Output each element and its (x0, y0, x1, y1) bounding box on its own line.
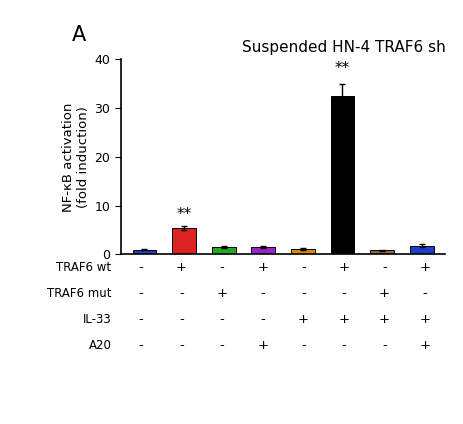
Text: +: + (257, 340, 268, 352)
Text: A: A (72, 25, 86, 45)
Bar (330, 96, 354, 254)
Bar (409, 245, 432, 254)
Text: -: - (260, 287, 264, 300)
Bar (211, 247, 235, 254)
Bar (132, 249, 156, 254)
Text: -: - (219, 261, 224, 273)
Text: +: + (297, 313, 308, 326)
Text: +: + (338, 313, 349, 326)
Text: -: - (179, 340, 183, 352)
Text: -: - (422, 287, 426, 300)
Bar (369, 251, 393, 254)
Text: TRAF6 mut: TRAF6 mut (47, 287, 111, 300)
Bar (172, 228, 195, 254)
Bar (290, 248, 314, 254)
Text: +: + (257, 261, 268, 273)
Text: Suspended HN-4 TRAF6 sh: Suspended HN-4 TRAF6 sh (241, 40, 444, 56)
Text: +: + (419, 313, 430, 326)
Text: -: - (179, 287, 183, 300)
Text: +: + (419, 261, 430, 273)
Text: +: + (419, 340, 430, 352)
Bar (251, 247, 275, 254)
Text: **: ** (176, 207, 191, 222)
Text: -: - (138, 340, 143, 352)
Text: -: - (300, 340, 305, 352)
Text: -: - (138, 313, 143, 326)
Text: A20: A20 (88, 340, 111, 352)
Text: -: - (300, 287, 305, 300)
Text: -: - (382, 261, 386, 273)
Text: -: - (341, 287, 345, 300)
Text: +: + (378, 287, 389, 300)
Text: **: ** (334, 61, 349, 76)
Text: -: - (219, 340, 224, 352)
Text: -: - (138, 287, 143, 300)
Text: -: - (260, 313, 264, 326)
Text: -: - (179, 313, 183, 326)
Text: -: - (219, 313, 224, 326)
Text: -: - (382, 340, 386, 352)
Text: -: - (138, 261, 143, 273)
Text: +: + (378, 313, 389, 326)
Text: IL-33: IL-33 (82, 313, 111, 326)
Text: TRAF6 wt: TRAF6 wt (56, 261, 111, 273)
Text: -: - (300, 261, 305, 273)
Text: +: + (216, 287, 227, 300)
Text: +: + (338, 261, 349, 273)
Text: +: + (175, 261, 187, 273)
Text: -: - (341, 340, 345, 352)
Y-axis label: NF-κB activation
(fold induction): NF-κB activation (fold induction) (62, 102, 90, 212)
